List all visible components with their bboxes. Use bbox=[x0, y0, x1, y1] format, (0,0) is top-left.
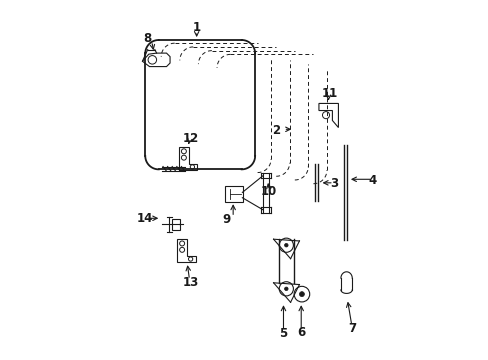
Text: 11: 11 bbox=[322, 87, 338, 100]
Text: 10: 10 bbox=[261, 185, 277, 198]
Text: 1: 1 bbox=[192, 21, 200, 34]
Circle shape bbox=[284, 243, 287, 247]
Text: 14: 14 bbox=[137, 212, 153, 225]
Text: 4: 4 bbox=[368, 174, 376, 186]
Text: 6: 6 bbox=[297, 326, 305, 339]
Text: 2: 2 bbox=[271, 124, 279, 137]
Text: 8: 8 bbox=[142, 32, 151, 45]
Circle shape bbox=[284, 287, 287, 291]
Text: 9: 9 bbox=[222, 213, 230, 226]
Text: 3: 3 bbox=[329, 177, 337, 190]
Circle shape bbox=[299, 292, 304, 297]
Text: 13: 13 bbox=[182, 276, 198, 289]
Text: 7: 7 bbox=[347, 322, 355, 336]
Text: 5: 5 bbox=[279, 327, 287, 339]
Text: 12: 12 bbox=[182, 132, 198, 145]
